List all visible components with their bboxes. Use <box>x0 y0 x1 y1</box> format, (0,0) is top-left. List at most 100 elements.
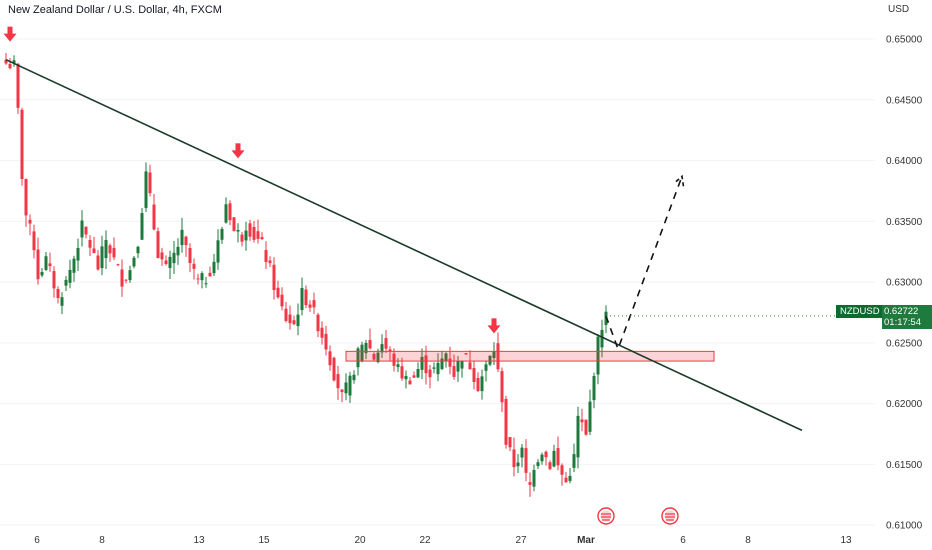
candle-body <box>180 229 184 246</box>
candle <box>468 350 472 370</box>
candle <box>144 162 148 213</box>
flag-fill <box>600 510 612 522</box>
candle <box>552 444 556 468</box>
candle-body <box>56 288 60 299</box>
candle <box>572 443 576 473</box>
candle-body <box>144 171 148 208</box>
candle-body <box>592 376 596 401</box>
candle <box>424 345 428 385</box>
candle-body <box>408 380 412 385</box>
candle <box>528 472 532 497</box>
us-flag-icon <box>661 507 679 525</box>
candle <box>404 370 408 389</box>
candle-body <box>8 64 12 69</box>
candle-body <box>420 356 424 370</box>
candle <box>504 395 508 449</box>
candle-body <box>588 401 592 432</box>
candle-body <box>96 255 100 270</box>
candle-body <box>136 246 140 254</box>
x-tick-label: 6 <box>680 535 686 546</box>
candle <box>236 223 240 243</box>
candle-body <box>4 59 8 64</box>
candle-body <box>372 354 376 360</box>
symbol-badge: NZDUSD <box>836 305 884 318</box>
candle-body <box>248 223 252 237</box>
candle <box>344 373 348 401</box>
candle-body <box>84 226 88 235</box>
candle <box>264 241 268 270</box>
candle-body <box>392 353 396 366</box>
candle-body <box>464 353 468 355</box>
candle <box>368 328 372 350</box>
candle <box>188 243 192 273</box>
candle <box>596 334 600 385</box>
candle-body <box>356 348 360 368</box>
candle-body <box>476 378 480 391</box>
candle-body <box>500 371 504 403</box>
candle-body <box>312 300 316 308</box>
candle <box>132 256 136 269</box>
candle <box>308 300 312 312</box>
candle <box>28 214 32 236</box>
candle <box>44 251 48 271</box>
candle-body <box>488 355 492 365</box>
candle <box>560 463 564 486</box>
projection-arrowhead <box>673 174 685 187</box>
candle <box>312 292 316 314</box>
candle <box>388 346 392 361</box>
candle-body <box>60 297 64 306</box>
projection-path <box>605 176 683 352</box>
candle <box>248 219 252 241</box>
candle-body <box>120 269 124 287</box>
candle-body <box>424 355 428 374</box>
candle-body <box>380 344 384 353</box>
candle <box>304 285 308 309</box>
candle <box>280 287 284 311</box>
candle <box>464 353 468 355</box>
overlays <box>3 26 875 525</box>
candle-body <box>172 252 176 264</box>
y-tick-label: 0.62500 <box>886 338 923 349</box>
candle <box>96 250 100 271</box>
candle <box>104 230 108 269</box>
candle-body <box>300 288 304 311</box>
arrow-down-icon <box>487 318 501 334</box>
candle-body <box>148 172 152 194</box>
candle-body <box>416 369 420 378</box>
candle-body <box>240 234 244 242</box>
candle-body <box>444 353 448 362</box>
candle <box>284 301 288 323</box>
candle-body <box>188 248 192 264</box>
x-tick-label: 22 <box>419 535 431 546</box>
x-tick-label: 8 <box>99 535 105 546</box>
candle <box>12 55 16 67</box>
last-price-box: 0.62722 01:17:54 <box>882 305 932 329</box>
candle-body <box>304 289 308 306</box>
candle <box>272 257 276 300</box>
candle-body <box>516 462 520 467</box>
candle-body <box>132 257 136 267</box>
candle <box>364 339 368 360</box>
candle <box>564 471 568 483</box>
candle-body <box>140 213 144 240</box>
candle <box>456 356 460 382</box>
candle-body <box>32 231 36 251</box>
candle <box>328 345 332 371</box>
time-axis[interactable]: 6 8 13 15 20 22 27 Mar 6 8 13 <box>34 535 852 546</box>
price-axis[interactable]: 0.65000 0.64500 0.64000 0.63500 0.63000 0.625… <box>886 35 923 532</box>
candle-body <box>492 351 496 358</box>
candle-body <box>508 437 512 448</box>
candle <box>16 62 20 114</box>
candle-body <box>168 256 172 268</box>
candle <box>48 252 52 272</box>
candle-body <box>364 342 368 354</box>
candle <box>480 369 484 400</box>
candle-body <box>216 240 220 263</box>
candle-body <box>76 247 80 261</box>
candle-body <box>376 352 380 363</box>
candle-body <box>400 366 404 379</box>
candle-body <box>296 314 300 327</box>
candle <box>276 280 280 299</box>
candle <box>68 259 72 289</box>
